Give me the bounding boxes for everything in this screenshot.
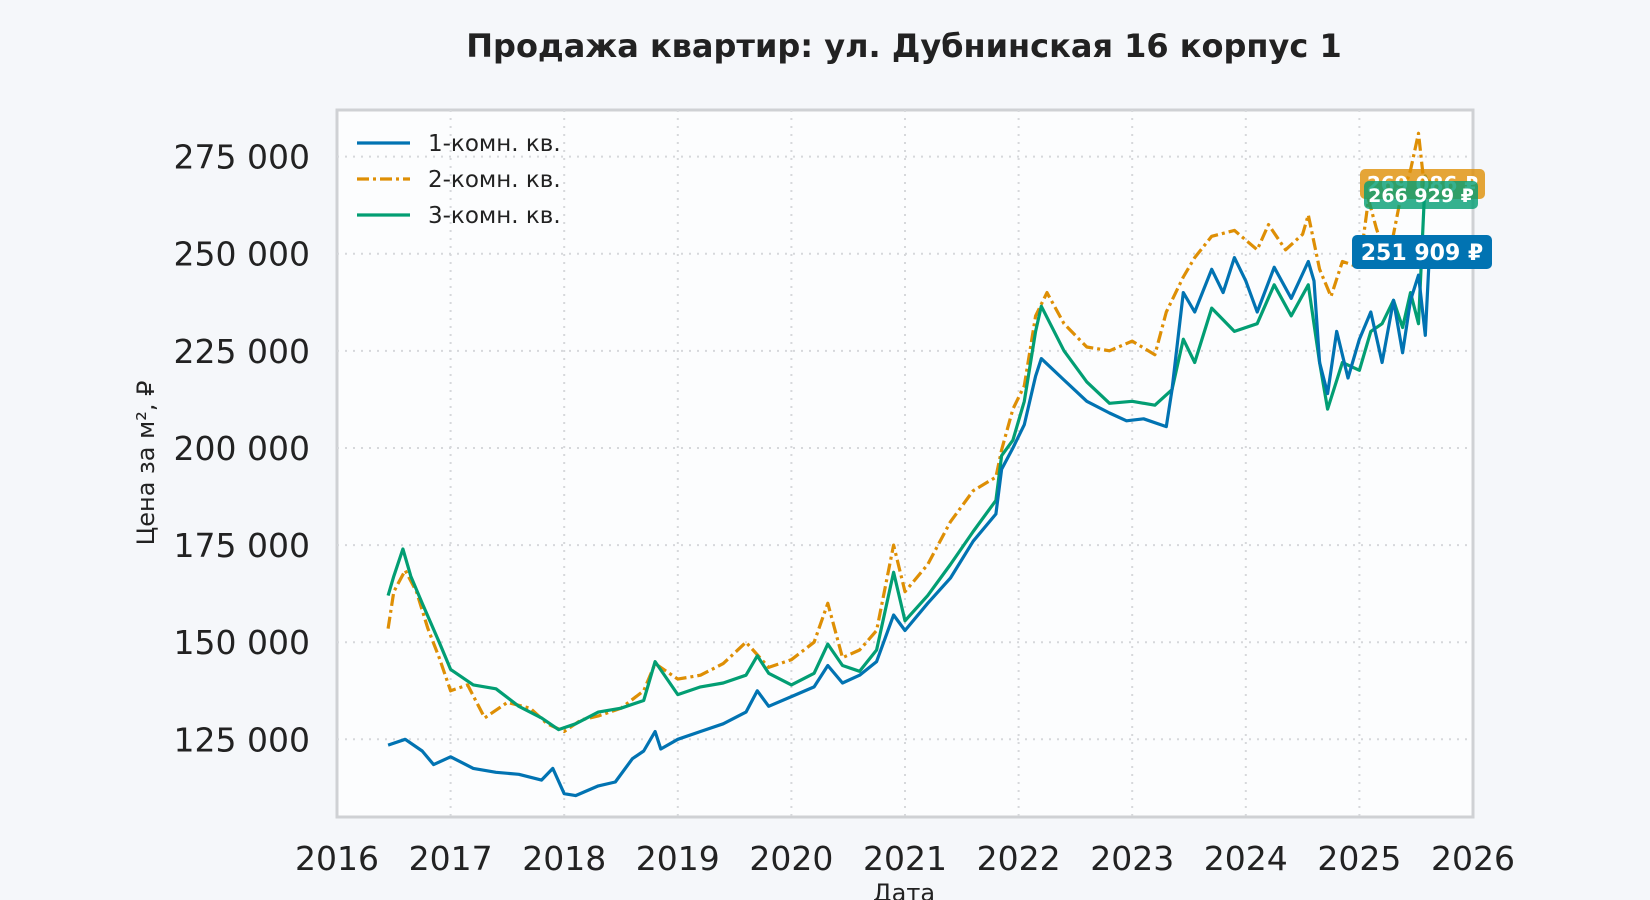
y-tick-label: 150 000 [174, 623, 310, 662]
x-tick-label: 2018 [522, 839, 606, 878]
x-tick-label: 2026 [1431, 839, 1515, 878]
x-tick-label: 2022 [977, 839, 1061, 878]
legend-label: 3-комн. кв. [428, 203, 561, 229]
x-tick-label: 2021 [863, 839, 947, 878]
last-value-label: 251 909 ₽ [1361, 241, 1483, 266]
y-tick-label: 225 000 [174, 332, 310, 371]
y-tick-label: 175 000 [174, 526, 310, 565]
x-tick-label: 2023 [1090, 839, 1174, 878]
y-axis: 125 000 150 000 175 000 200 000 225 000 250 0… [174, 138, 310, 760]
legend-label: 2-комн. кв. [428, 167, 561, 193]
x-tick-label: 2024 [1204, 839, 1288, 878]
x-tick-label: 2025 [1317, 839, 1401, 878]
series-line [386, 131, 1432, 734]
last-value-badge [1364, 181, 1478, 209]
last-value-labels: 269 086 ₽266 929 ₽251 909 ₽ [1352, 169, 1492, 269]
x-tick-label: 2017 [409, 839, 493, 878]
series-lines [386, 131, 1432, 798]
y-tick-label: 200 000 [174, 429, 310, 468]
series-line [387, 246, 1432, 798]
legend: 1-комн. кв. 2-комн. кв. 3-комн. кв. [357, 131, 561, 229]
x-tick-label: 2020 [749, 839, 833, 878]
x-axis-label: Дата [873, 879, 935, 900]
legend-label: 1-комн. кв. [428, 131, 561, 157]
y-tick-label: 275 000 [174, 138, 310, 177]
chart-title: Продажа квартир: ул. Дубнинская 16 корпу… [466, 27, 1342, 65]
x-tick-label: 2016 [295, 839, 379, 878]
last-value-badge [1352, 235, 1492, 269]
last-value-label: 266 929 ₽ [1368, 185, 1474, 207]
y-tick-label: 125 000 [174, 720, 310, 759]
y-axis-label: Цена за м², ₽ [132, 381, 160, 546]
grid [337, 110, 1473, 817]
x-tick-label: 2019 [636, 839, 720, 878]
y-tick-label: 250 000 [174, 235, 310, 274]
x-axis: 2016 2017 2018 2019 2020 2021 2022 2023 2024 2025… [295, 839, 1515, 878]
